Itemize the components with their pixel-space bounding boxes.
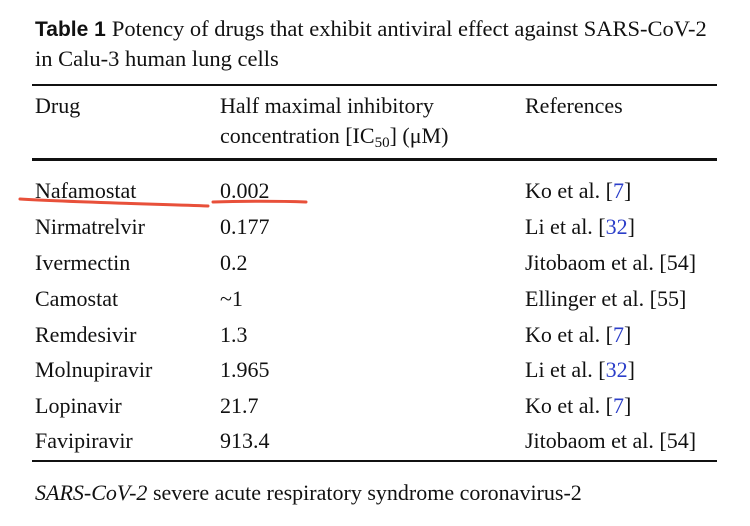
- citation-link[interactable]: 7: [612, 322, 624, 347]
- reference-text: Ko et al. [: [525, 393, 613, 418]
- header-ic50: Half maximal inhibitory concentration [I…: [220, 91, 448, 154]
- header-ic50-subscript: 50: [374, 135, 390, 151]
- cell-reference: Li et al. [32]: [525, 212, 635, 242]
- reference-close-bracket: ]: [627, 214, 635, 239]
- table-header-rule: [32, 158, 717, 161]
- cell-drug: Molnupiravir: [35, 357, 153, 382]
- cell-drug: Nafamostat: [35, 178, 137, 203]
- footnote-term: SARS-CoV-2: [35, 480, 148, 505]
- table-row: Nirmatrelvir 0.177 Li et al. [32]: [0, 212, 750, 246]
- table-row: Favipiravir 913.4 Jitobaom et al. [54]: [0, 426, 750, 460]
- cell-reference: Li et al. [32]: [525, 355, 635, 385]
- table-row: Remdesivir 1.3 Ko et al. [7]: [0, 320, 750, 354]
- cell-reference: Ko et al. [7]: [525, 176, 631, 206]
- header-drug: Drug: [35, 93, 81, 118]
- reference-text: Ko et al. [: [525, 322, 613, 347]
- cell-ic50: ~1: [220, 286, 243, 311]
- table-row: Camostat ~1 Ellinger et al. [55]: [0, 284, 750, 318]
- cell-drug: Remdesivir: [35, 322, 137, 347]
- reference-close-bracket: ]: [623, 322, 632, 347]
- cell-ic50: 0.2: [220, 250, 248, 275]
- reference-close-bracket: ]: [627, 357, 635, 382]
- table-label: Table 1: [35, 18, 106, 41]
- footnote-definition: severe acute respiratory syndrome corona…: [147, 480, 582, 505]
- citation-link[interactable]: 7: [612, 393, 624, 418]
- cell-ic50: 1.965: [220, 357, 270, 382]
- table-row: Ivermectin 0.2 Jitobaom et al. [54]: [0, 248, 750, 282]
- citation-link[interactable]: 7: [612, 178, 624, 203]
- reference-close-bracket: ]: [623, 178, 632, 203]
- table-row: Lopinavir 21.7 Ko et al. [7]: [0, 391, 750, 425]
- cell-reference: Ko et al. [7]: [525, 320, 631, 350]
- reference-text: Li et al. [: [525, 357, 606, 382]
- table-top-rule: [32, 84, 717, 86]
- cell-ic50: 21.7: [220, 393, 259, 418]
- cell-reference: Jitobaom et al. [54]: [525, 248, 696, 278]
- reference-text: Jitobaom et al. [54]: [525, 250, 697, 275]
- cell-ic50: 0.002: [220, 178, 270, 203]
- reference-close-bracket: ]: [623, 393, 632, 418]
- cell-reference: Jitobaom et al. [54]: [525, 426, 696, 456]
- header-references: References: [525, 93, 623, 118]
- cell-drug: Ivermectin: [35, 250, 131, 275]
- table-row: Molnupiravir 1.965 Li et al. [32]: [0, 355, 750, 389]
- reference-text: Ko et al. [: [525, 178, 613, 203]
- cell-reference: Ellinger et al. [55]: [525, 284, 686, 314]
- cell-drug: Favipiravir: [35, 428, 133, 453]
- cell-ic50: 1.3: [220, 322, 248, 347]
- reference-text: Li et al. [: [525, 214, 606, 239]
- header-ic50-line1: Half maximal inhibitory: [220, 93, 434, 118]
- cell-drug: Lopinavir: [35, 393, 122, 418]
- reference-text: Ellinger et al. [55]: [525, 286, 687, 311]
- header-ic50-line2: concentration [IC50] (μM): [220, 121, 448, 154]
- table-footnote: SARS-CoV-2 severe acute respiratory synd…: [35, 478, 582, 508]
- cell-drug: Camostat: [35, 286, 119, 311]
- table-bottom-rule: [32, 460, 717, 462]
- cell-reference: Ko et al. [7]: [525, 391, 631, 421]
- citation-link[interactable]: 32: [605, 214, 628, 239]
- citation-link[interactable]: 32: [605, 357, 628, 382]
- cell-ic50: 913.4: [220, 428, 270, 453]
- header-ic50-post: ] (μM): [389, 123, 449, 148]
- table-row: Nafamostat 0.002 Ko et al. [7]: [0, 176, 750, 210]
- cell-drug: Nirmatrelvir: [35, 214, 145, 239]
- cell-ic50: 0.177: [220, 214, 270, 239]
- header-ic50-pre: concentration [IC: [220, 123, 375, 148]
- reference-text: Jitobaom et al. [54]: [525, 428, 697, 453]
- table-caption: Table 1 Potency of drugs that exhibit ant…: [35, 14, 725, 73]
- table-caption-text: Potency of drugs that exhibit antiviral …: [35, 16, 707, 71]
